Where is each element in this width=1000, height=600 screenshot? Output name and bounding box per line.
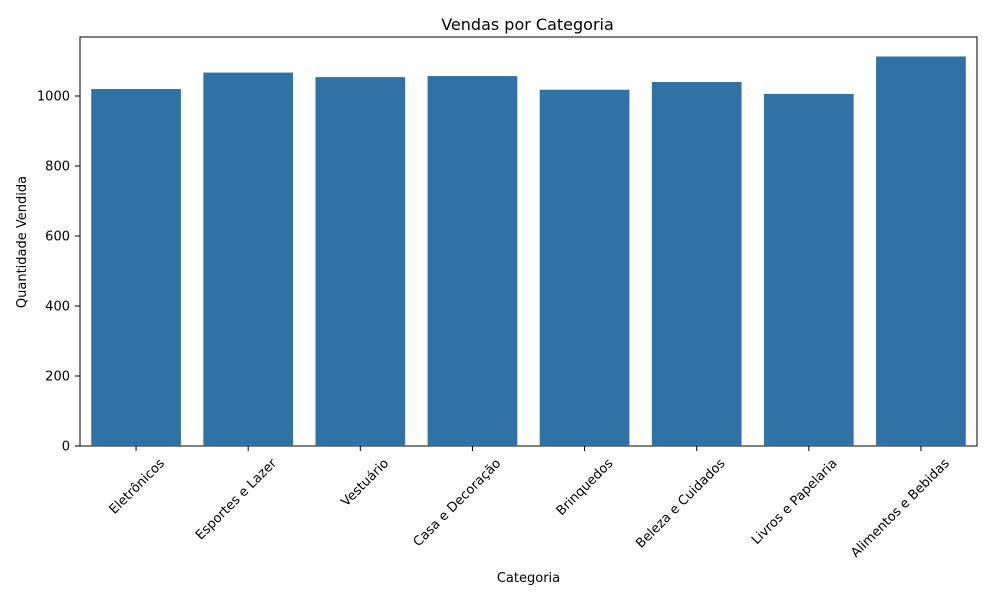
- y-tick-label: 200: [45, 370, 70, 385]
- bar: [91, 89, 181, 447]
- bar: [427, 76, 518, 446]
- bar: [203, 72, 294, 447]
- x-tick-label: Casa e Decoração: [411, 456, 505, 550]
- x-axis-ticks: Eletrônicos Esportes e Lazer Vestuário Casa…: [107, 446, 953, 561]
- bars-layer: [91, 56, 966, 447]
- y-tick-label: 1000: [37, 90, 70, 105]
- x-tick-label: Livros e Papelaria: [749, 456, 841, 548]
- bar: [876, 56, 966, 446]
- y-tick-label: 400: [45, 300, 70, 315]
- y-tick-label: 800: [45, 160, 70, 175]
- bar: [315, 77, 406, 446]
- x-tick-label: Alimentos e Bebidas: [848, 456, 953, 561]
- y-tick-label: 600: [45, 230, 70, 245]
- y-tick-label: 0: [62, 440, 70, 455]
- y-axis-label: Quantidade Vendida: [15, 176, 30, 308]
- x-tick-label: Eletrônicos: [107, 456, 168, 517]
- plot-area: [79, 36, 978, 447]
- x-tick-label: Brinquedos: [554, 456, 617, 519]
- chart-title: Vendas por Categoria: [441, 15, 614, 34]
- bar: [763, 93, 854, 446]
- x-tick-label: Vestuário: [338, 456, 392, 510]
- x-tick-label: Beleza e Cuidados: [633, 456, 728, 551]
- x-tick-label: Esportes e Lazer: [193, 456, 280, 543]
- bar: [539, 89, 630, 447]
- plot-frame: [79, 36, 978, 447]
- y-axis-ticks: 0 200 400 600 800 1000: [37, 90, 80, 455]
- x-axis-label: Categoria: [497, 571, 560, 586]
- bar: [651, 82, 742, 446]
